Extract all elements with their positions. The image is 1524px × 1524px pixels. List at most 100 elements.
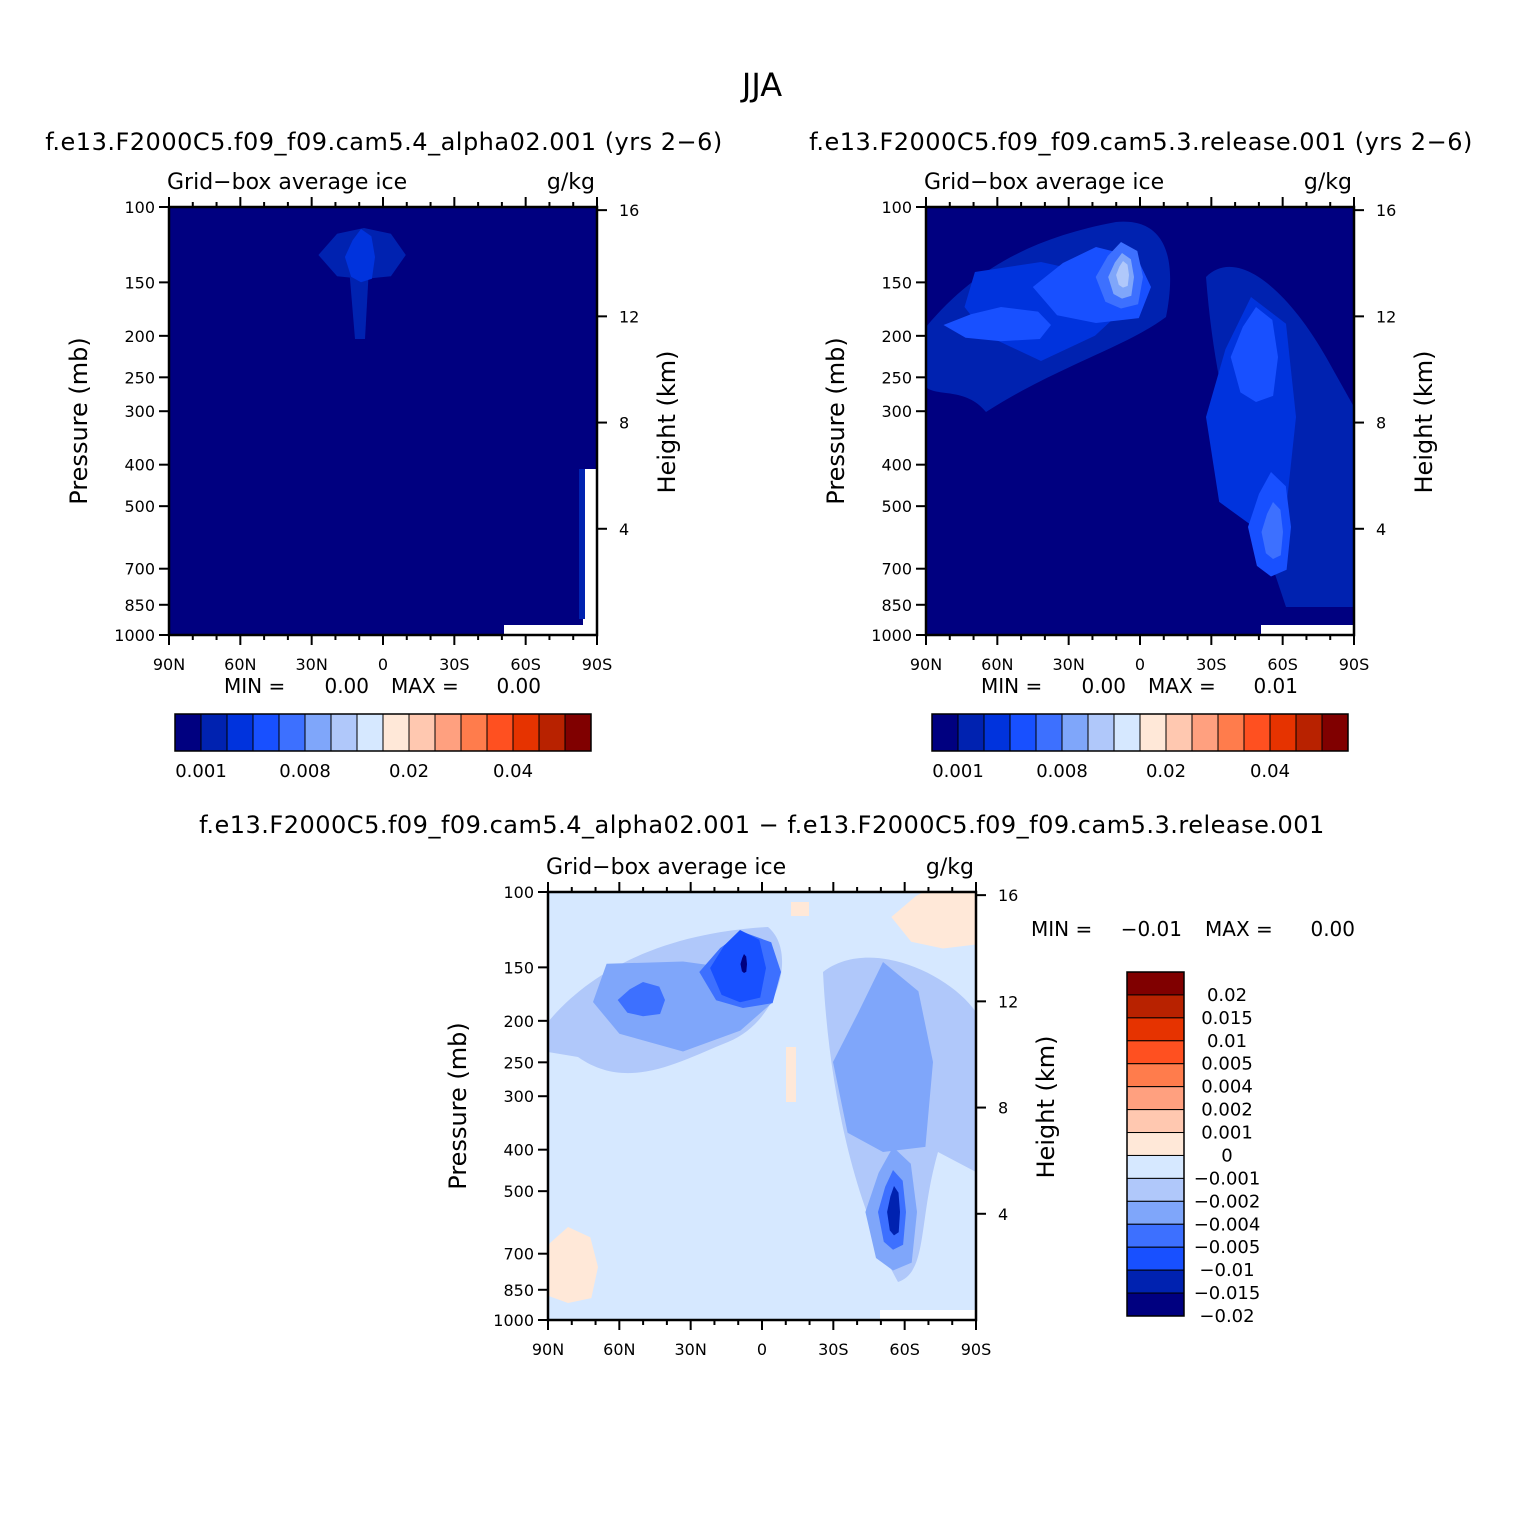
colorbar-box <box>1217 713 1245 752</box>
colorbar-box <box>931 713 959 752</box>
colorbar-box <box>538 713 566 752</box>
colorbar-label: 0.002 <box>1201 1100 1253 1121</box>
page-title: JJA <box>740 66 782 104</box>
colorbar-frame <box>174 713 592 752</box>
y-right-tick-label: 16 <box>1376 201 1396 220</box>
y-tick-label: 400 <box>503 1141 534 1160</box>
colorbar-box <box>564 713 592 752</box>
panel-title: f.e13.F2000C5.f09_f09.cam5.4_alpha02.001… <box>199 811 1325 839</box>
colorbar-box <box>356 713 384 752</box>
max-value: 0.01 <box>1253 674 1298 698</box>
colorbar-box <box>1295 713 1323 752</box>
colorbar-box <box>278 713 306 752</box>
y-tick-label: 400 <box>124 456 155 475</box>
panel-model-b: f.e13.F2000C5.f09_f09.cam5.3.release.001… <box>809 128 1473 782</box>
y-tick-label: 850 <box>503 1281 534 1300</box>
colorbar-label: 0.02 <box>1146 761 1186 782</box>
y-tick-label: 850 <box>881 596 912 615</box>
x-tick-label: 60N <box>224 655 256 674</box>
subtitle-left: Grid−box average ice <box>167 170 407 195</box>
x-tick-label: 90N <box>910 655 942 674</box>
x-tick-label: 30N <box>296 655 328 674</box>
colorbar-box <box>1061 713 1089 752</box>
contour-region <box>710 930 766 1003</box>
y-tick-label: 1000 <box>871 626 912 645</box>
x-tick-label: 30S <box>1196 655 1227 674</box>
y-tick-label: 1000 <box>493 1311 534 1330</box>
colorbar-box <box>1126 1246 1185 1271</box>
min-label: MIN = <box>1031 917 1092 941</box>
panel-title: f.e13.F2000C5.f09_f09.cam5.3.release.001… <box>809 128 1473 156</box>
y-tick-label: 250 <box>124 368 155 387</box>
colorbar-label: 0.04 <box>493 761 533 782</box>
colorbar-label: 0.001 <box>1201 1123 1253 1144</box>
max-label: MAX = <box>1148 674 1216 698</box>
contour-region <box>740 954 747 973</box>
colorbar-frame <box>1126 971 1185 1317</box>
y-axis-right-label: Height (km) <box>1032 1036 1060 1179</box>
x-tick-label: 30N <box>675 1340 707 1359</box>
missing-data <box>880 1310 976 1320</box>
y-right-tick-label: 8 <box>998 1099 1008 1118</box>
y-tick-label: 700 <box>503 1245 534 1264</box>
colorbar-box <box>1126 1223 1185 1248</box>
x-tick-label: 90N <box>532 1340 564 1359</box>
colorbar-box <box>226 713 254 752</box>
colorbar-box <box>1126 1154 1185 1179</box>
x-tick-label: 60S <box>1267 655 1298 674</box>
y-right-tick-label: 8 <box>1376 414 1386 433</box>
y-tick-label: 700 <box>881 560 912 579</box>
y-tick-label: 200 <box>124 327 155 346</box>
y-tick-label: 300 <box>881 402 912 421</box>
colorbar-label: 0.02 <box>389 761 429 782</box>
colorbar-box <box>330 713 358 752</box>
colorbar-label: −0.002 <box>1194 1191 1261 1212</box>
colorbar-label: 0.015 <box>1201 1008 1253 1029</box>
subtitle-right: g/kg <box>547 170 595 195</box>
y-axis-label: Pressure (mb) <box>444 1022 472 1189</box>
colorbar-box <box>957 713 985 752</box>
panel-model-a: f.e13.F2000C5.f09_f09.cam5.4_alpha02.001… <box>45 128 722 782</box>
colorbar-box <box>1126 971 1185 996</box>
y-tick-label: 150 <box>124 273 155 292</box>
contour-field <box>548 892 976 1320</box>
contour-region <box>786 1047 796 1102</box>
colorbar-label: 0 <box>1221 1145 1232 1166</box>
colorbar-box <box>382 713 410 752</box>
colorbar-label: 0.008 <box>279 761 331 782</box>
colorbar-label: 0.004 <box>1201 1077 1253 1098</box>
missing-data <box>1261 625 1354 635</box>
colorbar-box <box>1035 713 1063 752</box>
x-tick-label: 0 <box>1135 655 1145 674</box>
x-tick-label: 60S <box>510 655 541 674</box>
colorbar-box <box>1243 713 1271 752</box>
contour-region <box>791 902 809 916</box>
x-tick-label: 0 <box>757 1340 767 1359</box>
colorbar-box <box>1126 1177 1185 1202</box>
colorbar-box <box>1139 713 1167 752</box>
y-tick-label: 250 <box>503 1053 534 1072</box>
colorbar-label: −0.01 <box>1199 1260 1254 1281</box>
y-tick-label: 100 <box>124 198 155 217</box>
y-axis-label: Pressure (mb) <box>65 337 93 504</box>
x-tick-label: 90S <box>1339 655 1370 674</box>
y-tick-label: 850 <box>124 596 155 615</box>
contour-region <box>344 229 375 283</box>
colorbar-label: 0.04 <box>1250 761 1290 782</box>
x-tick-label: 60N <box>981 655 1013 674</box>
colorbar-box <box>1126 1132 1185 1156</box>
colorbar-label: −0.015 <box>1194 1283 1261 1304</box>
x-tick-label: 60N <box>603 1340 635 1359</box>
subtitle-right: g/kg <box>926 855 974 880</box>
x-tick-label: 30S <box>439 655 470 674</box>
colorbar-box <box>1126 1269 1185 1294</box>
colorbar-box <box>1126 1063 1185 1088</box>
y-tick-label: 200 <box>503 1012 534 1031</box>
colorbar-label: 0.01 <box>1207 1031 1247 1052</box>
contour-region <box>617 982 665 1017</box>
colorbar-label: 0.008 <box>1036 761 1088 782</box>
colorbar-box <box>408 713 436 752</box>
colorbar-box <box>1126 1200 1185 1225</box>
x-tick-label: 90N <box>153 655 185 674</box>
